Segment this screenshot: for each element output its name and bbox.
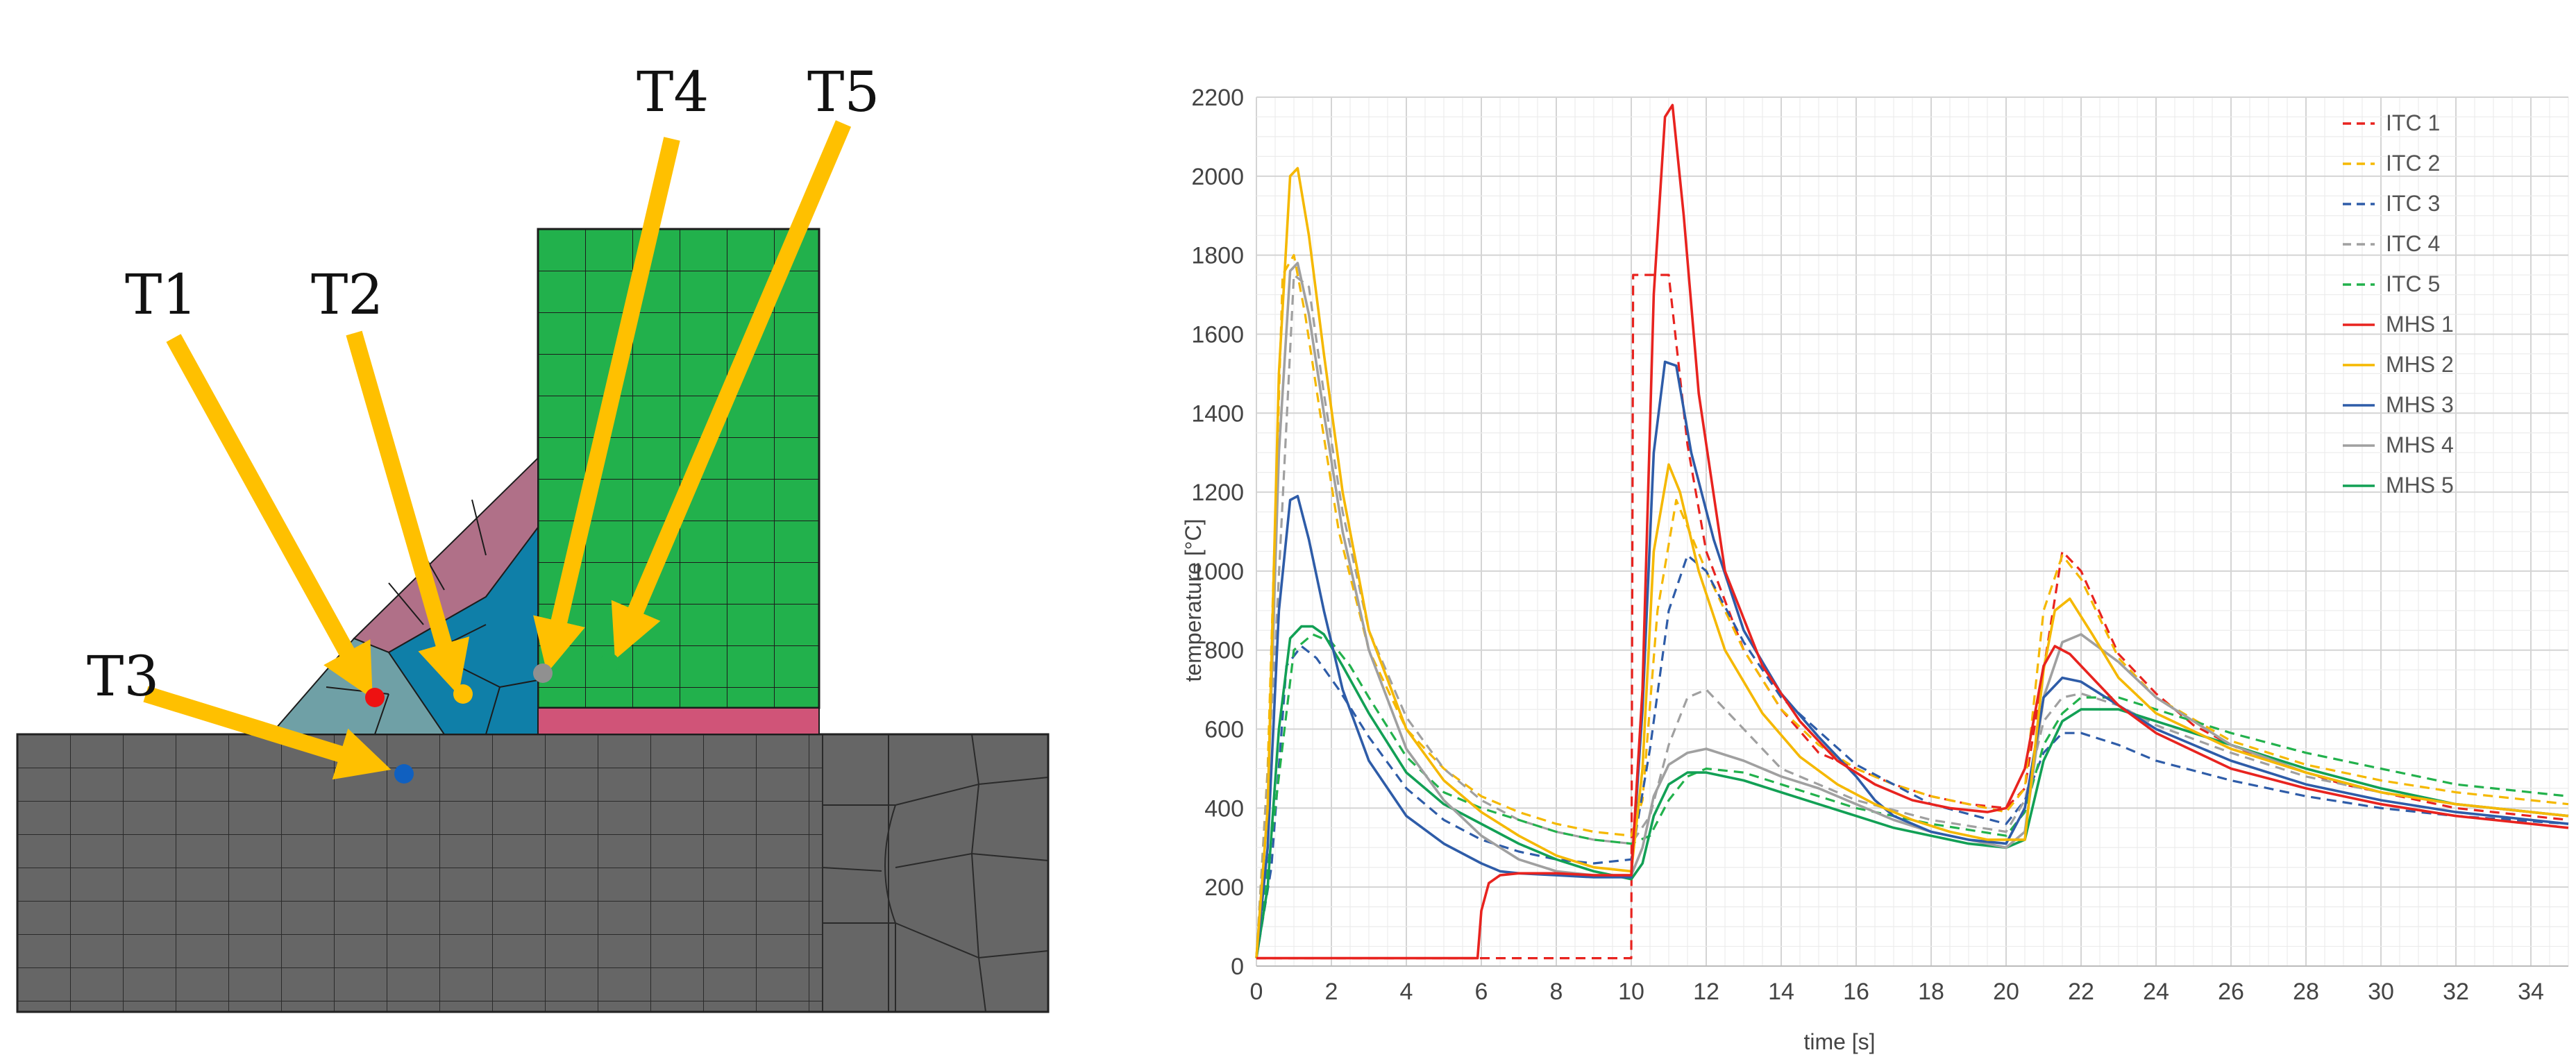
y-tick-label: 600 bbox=[1204, 717, 1244, 743]
y-tick-label: 400 bbox=[1204, 795, 1244, 822]
legend-label: ITC 4 bbox=[2386, 231, 2440, 256]
mesh-figure: T1 T2 T3 T4 T5 bbox=[0, 0, 1083, 1054]
y-tick-label: 2000 bbox=[1191, 164, 1244, 190]
arrow-t4 bbox=[533, 137, 680, 673]
x-tick-label: 24 bbox=[2143, 979, 2169, 1005]
x-tick-label: 34 bbox=[2518, 979, 2544, 1005]
label-t5: T5 bbox=[807, 60, 879, 124]
x-tick-label: 20 bbox=[1993, 979, 2019, 1005]
temperature-chart: 0 2 4 6 8 10 12 14 16 18 20 22 24 26 28 30 32 34 0 200 400 6… bbox=[1138, 0, 2576, 1054]
series-line-mhs-3 bbox=[1255, 360, 2569, 958]
x-tick-label: 18 bbox=[1918, 979, 1944, 1005]
y-tick-label: 1800 bbox=[1191, 243, 1244, 269]
chart-series bbox=[1255, 103, 2569, 960]
arrow-t5 bbox=[611, 120, 852, 660]
x-tick-label: 12 bbox=[1693, 979, 1719, 1005]
series-line-mhs-2 bbox=[1255, 167, 2569, 958]
x-axis-label: time [s] bbox=[1803, 1029, 1875, 1054]
interface-strip bbox=[537, 707, 820, 735]
x-tick-label: 26 bbox=[2218, 979, 2244, 1005]
x-tick-label: 6 bbox=[1475, 979, 1488, 1005]
x-tick-label: 16 bbox=[1843, 979, 1869, 1005]
vertical-plate bbox=[537, 228, 820, 709]
y-tick-label: 0 bbox=[1231, 954, 1244, 980]
legend-label: MHS 3 bbox=[2386, 392, 2454, 417]
point-t5 bbox=[600, 653, 619, 673]
chart-grid bbox=[1256, 96, 2569, 967]
mesh-svg: T1 T2 T3 T4 T5 bbox=[16, 60, 1050, 1013]
x-tick-label: 4 bbox=[1400, 979, 1413, 1005]
y-tick-label: 2200 bbox=[1191, 85, 1244, 111]
point-t4 bbox=[533, 663, 553, 683]
y-tick-label: 1200 bbox=[1191, 480, 1244, 506]
x-axis-ticks: 0 2 4 6 8 10 12 14 16 18 20 22 24 26 28 30 32 34 bbox=[1250, 979, 2544, 1005]
chart-svg: 0 2 4 6 8 10 12 14 16 18 20 22 24 26 28 30 32 34 02004006… bbox=[1181, 85, 2569, 1054]
y-axis-ticks: 0 200 400 600 800 1000 1200 1400 1600 1800 2000 220… bbox=[1191, 85, 1244, 980]
x-tick-label: 8 bbox=[1550, 979, 1563, 1005]
arrow-t2 bbox=[346, 330, 470, 695]
y-axis-label: temperature [°C] bbox=[1181, 518, 1206, 682]
label-t2: T2 bbox=[311, 262, 383, 327]
label-t4: T4 bbox=[637, 60, 709, 124]
legend-label: MHS 2 bbox=[2386, 352, 2454, 377]
point-t2 bbox=[453, 684, 473, 704]
probe-arrows bbox=[143, 120, 852, 780]
point-t1 bbox=[365, 688, 385, 707]
x-tick-label: 28 bbox=[2293, 979, 2319, 1005]
x-tick-label: 2 bbox=[1325, 979, 1338, 1005]
series-line-itc-5 bbox=[1255, 633, 2569, 958]
label-t1: T1 bbox=[125, 262, 197, 327]
y-tick-label: 200 bbox=[1204, 874, 1244, 901]
series-line-itc-4 bbox=[1255, 273, 2569, 958]
probe-points bbox=[365, 653, 619, 784]
legend-label: ITC 3 bbox=[2386, 191, 2440, 216]
series-line-itc-2 bbox=[1255, 254, 2569, 958]
series-line-mhs-1 bbox=[1256, 103, 2569, 960]
chart-legend: ITC 1 ITC 2 ITC 3 ITC 4 ITC 5 MHS 1 MHS 2 MHS 3… bbox=[2343, 110, 2454, 498]
x-tick-label: 30 bbox=[2368, 979, 2394, 1005]
y-tick-label: 1000 bbox=[1191, 559, 1244, 585]
x-tick-label: 32 bbox=[2443, 979, 2469, 1005]
y-tick-label: 1400 bbox=[1191, 400, 1244, 427]
legend-label: ITC 2 bbox=[2386, 151, 2440, 176]
legend-label: MHS 5 bbox=[2386, 473, 2454, 498]
legend-label: MHS 1 bbox=[2386, 312, 2454, 337]
point-t3 bbox=[394, 764, 414, 784]
x-tick-label: 0 bbox=[1250, 979, 1263, 1005]
y-tick-label: 800 bbox=[1204, 638, 1244, 664]
x-tick-label: 14 bbox=[1768, 979, 1794, 1005]
label-t3: T3 bbox=[87, 644, 159, 709]
base-plate bbox=[16, 733, 1050, 1013]
x-tick-label: 22 bbox=[2068, 979, 2094, 1005]
legend-label: ITC 5 bbox=[2386, 271, 2440, 296]
legend-label: ITC 1 bbox=[2386, 110, 2440, 135]
legend-label: MHS 4 bbox=[2386, 432, 2454, 457]
x-tick-label: 10 bbox=[1618, 979, 1644, 1005]
y-tick-label: 1600 bbox=[1191, 321, 1244, 348]
arrow-t1 bbox=[166, 334, 373, 699]
arrow-t3 bbox=[143, 686, 392, 780]
